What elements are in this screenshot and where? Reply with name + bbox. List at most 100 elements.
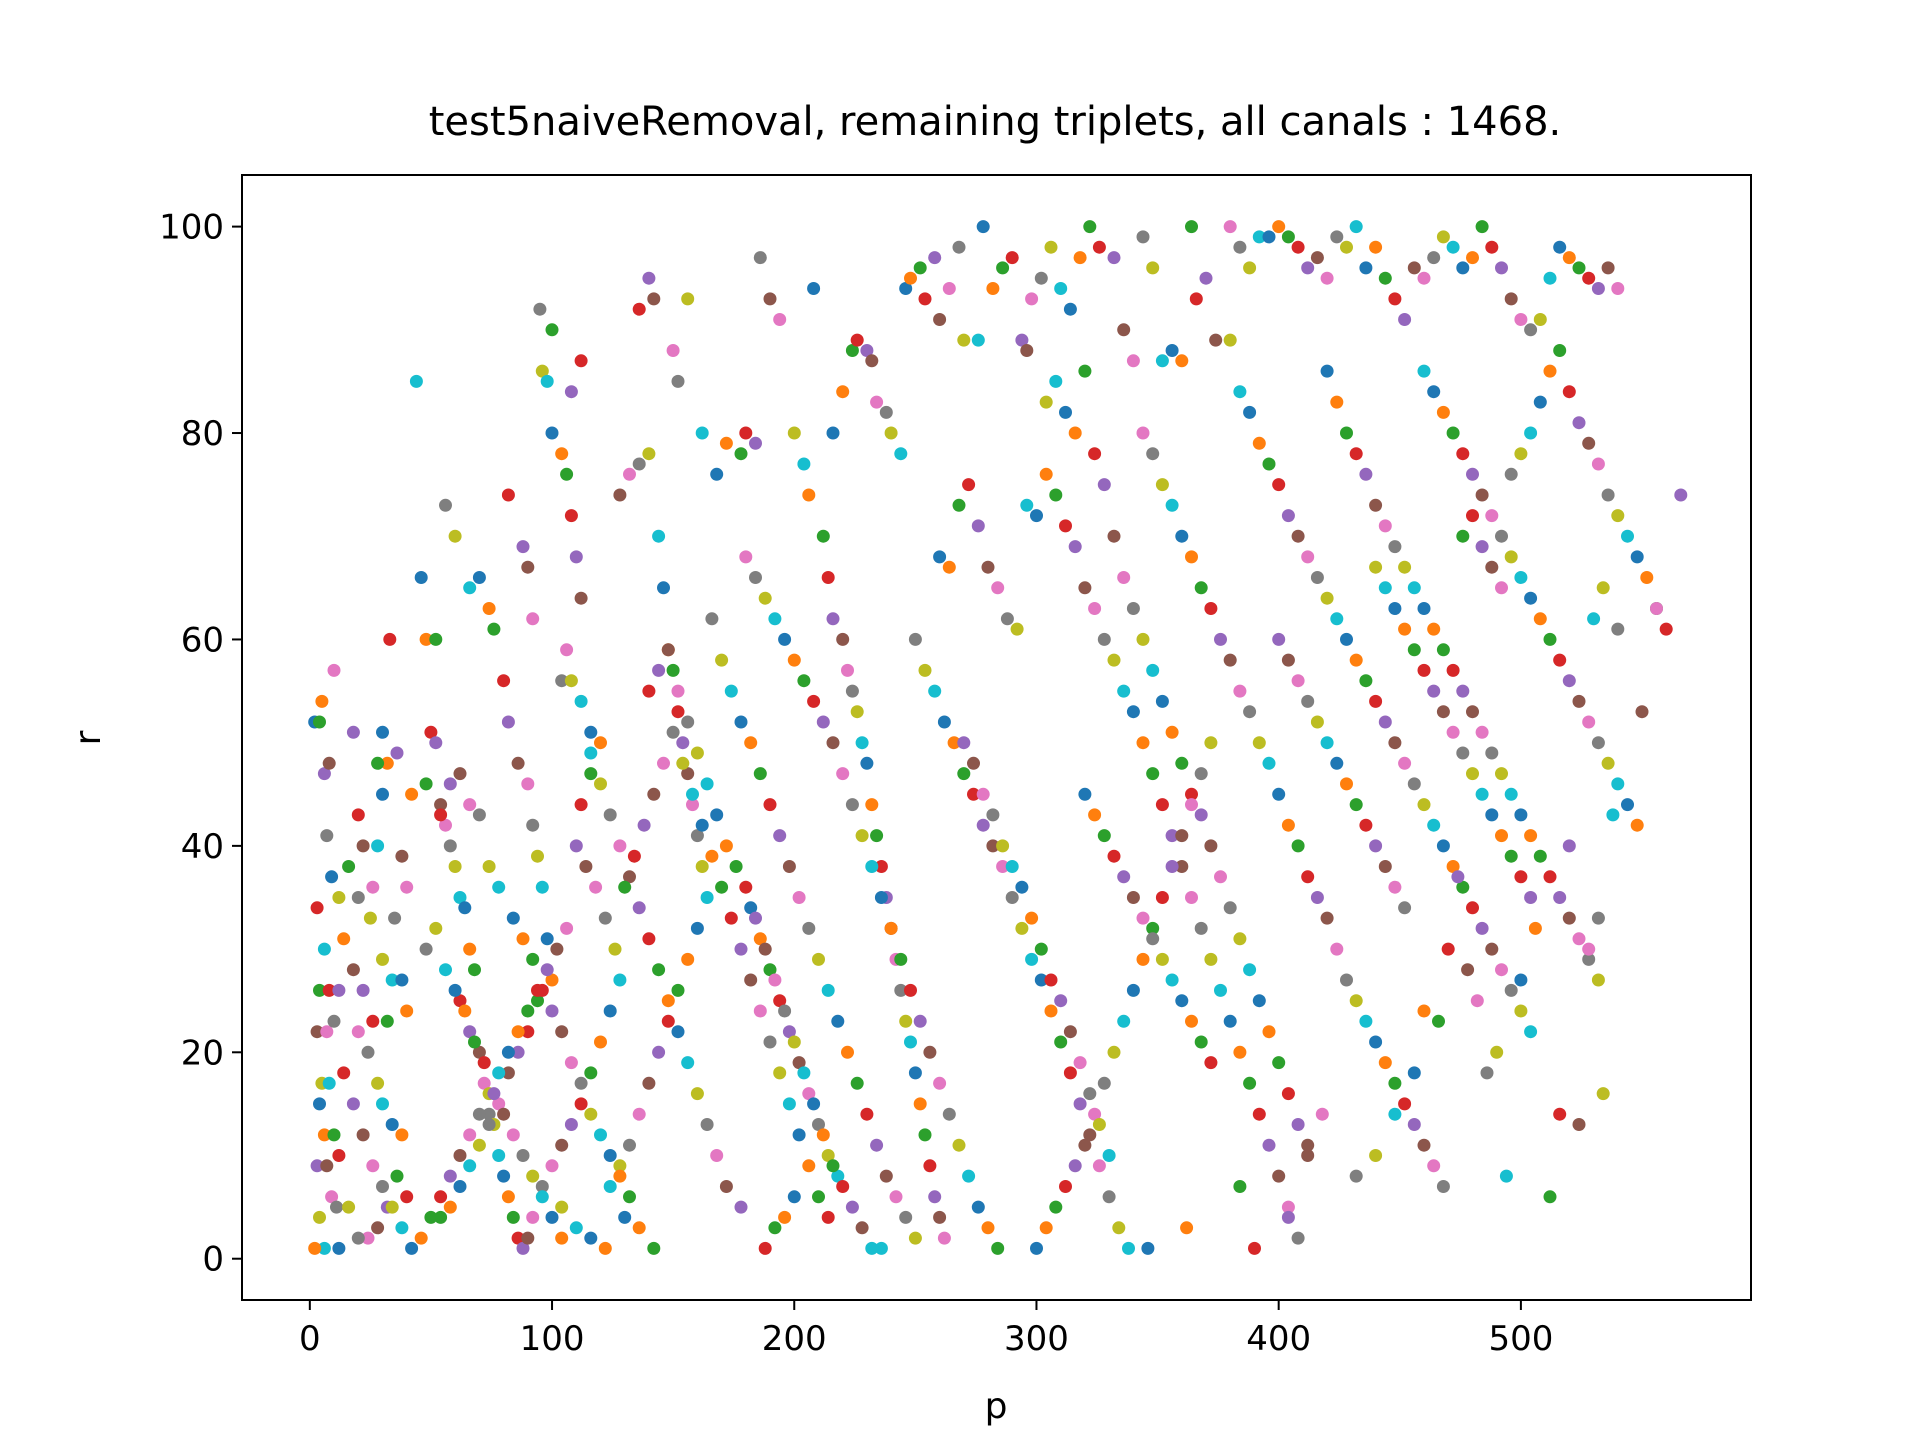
scatter-point: [937, 715, 951, 729]
scatter-point: [1659, 622, 1673, 636]
scatter-point: [1596, 1087, 1610, 1101]
scatter-point: [545, 1159, 559, 1173]
scatter-point: [1175, 829, 1189, 843]
scatter-point: [594, 736, 607, 750]
scatter-point: [1039, 395, 1053, 409]
scatter-point: [1456, 447, 1470, 461]
scatter-point: [1092, 240, 1106, 254]
scatter-point: [933, 1210, 947, 1224]
scatter-point: [1606, 808, 1620, 822]
scatter-point: [1243, 963, 1257, 977]
scatter-point: [1388, 602, 1402, 615]
scatter-point: [579, 860, 593, 873]
scatter-point: [317, 942, 331, 956]
scatter-point: [492, 880, 506, 894]
scatter-point: [555, 447, 569, 461]
scatter-point: [1446, 240, 1460, 254]
scatter-point: [1417, 364, 1431, 378]
scatter-point: [942, 1107, 956, 1121]
scatter-point: [1088, 602, 1102, 615]
scatter-point: [463, 581, 477, 595]
scatter-point: [395, 973, 409, 987]
scatter-point: [439, 963, 452, 977]
plot-frame: [241, 174, 1752, 1301]
scatter-point: [1214, 870, 1227, 884]
scatter-point: [661, 643, 675, 657]
scatter-point: [1562, 911, 1576, 925]
scatter-point: [618, 880, 632, 894]
scatter-point: [1223, 653, 1237, 667]
scatter-point: [1223, 901, 1237, 915]
scatter-point: [913, 261, 927, 275]
scatter-point: [1078, 581, 1092, 595]
scatter-point: [1252, 1107, 1266, 1121]
scatter-point: [710, 467, 724, 481]
scatter-point: [1378, 581, 1392, 595]
scatter-point: [874, 891, 888, 904]
scatter-point: [1059, 1180, 1072, 1193]
scatter-point: [1310, 251, 1324, 265]
scatter-point: [1466, 467, 1479, 481]
scatter-point: [1204, 1056, 1218, 1070]
scatter-point: [976, 220, 990, 234]
scatter-point: [705, 849, 719, 863]
scatter-point: [1495, 767, 1508, 781]
scatter-point: [1432, 1014, 1445, 1028]
scatter-point: [981, 1221, 995, 1235]
scatter-point: [1543, 632, 1557, 646]
scatter-point: [632, 302, 646, 316]
scatter-point: [1591, 282, 1605, 295]
scatter-point: [448, 529, 462, 543]
scatter-point: [1233, 385, 1247, 399]
scatter-point: [1025, 292, 1039, 306]
scatter-point: [516, 540, 530, 554]
scatter-point: [545, 1210, 559, 1224]
scatter-point: [385, 1118, 399, 1131]
scatter-point: [1340, 777, 1353, 791]
scatter-point: [1199, 271, 1213, 285]
scatter-point: [453, 994, 467, 1008]
scatter-point: [540, 963, 554, 977]
scatter-point: [991, 1241, 1005, 1255]
scatter-point: [351, 1025, 365, 1039]
scatter-point: [749, 436, 762, 450]
scatter-point: [1674, 488, 1688, 502]
scatter-point: [1252, 230, 1266, 244]
scatter-point: [405, 787, 419, 801]
scatter-point: [322, 983, 336, 997]
scatter-point: [996, 839, 1010, 853]
scatter-point: [908, 1231, 922, 1245]
scatter-point: [1010, 622, 1024, 636]
scatter-point: [443, 777, 457, 791]
scatter-point: [1291, 674, 1305, 688]
scatter-point: [477, 1056, 491, 1070]
scatter-point: [1514, 447, 1528, 461]
scatter-point: [821, 1210, 835, 1224]
scatter-point: [429, 632, 443, 646]
scatter-point: [439, 498, 452, 512]
scatter-point: [729, 860, 743, 873]
scatter-point: [855, 736, 869, 750]
scatter-point: [850, 705, 864, 719]
scatter-point: [642, 932, 656, 946]
scatter-point: [1340, 426, 1353, 440]
scatter-point: [768, 1221, 782, 1235]
scatter-point: [1083, 220, 1097, 234]
scatter-point: [1650, 602, 1663, 615]
scatter-point: [1533, 849, 1547, 863]
scatter-point: [1417, 798, 1431, 812]
scatter-point: [1330, 612, 1344, 626]
scatter-point: [535, 1180, 549, 1193]
scatter-point: [778, 1210, 792, 1224]
scatter-point: [986, 282, 1000, 295]
scatter-point: [1301, 550, 1315, 564]
scatter-point: [1088, 1107, 1102, 1121]
scatter-point: [1185, 891, 1198, 904]
scatter-point: [734, 942, 748, 956]
x-tick-label: 200: [762, 1319, 827, 1359]
scatter-point: [981, 560, 995, 574]
scatter-point: [1291, 240, 1305, 254]
scatter-point: [1175, 756, 1189, 770]
scatter-point: [511, 756, 525, 770]
scatter-point: [497, 1169, 511, 1183]
